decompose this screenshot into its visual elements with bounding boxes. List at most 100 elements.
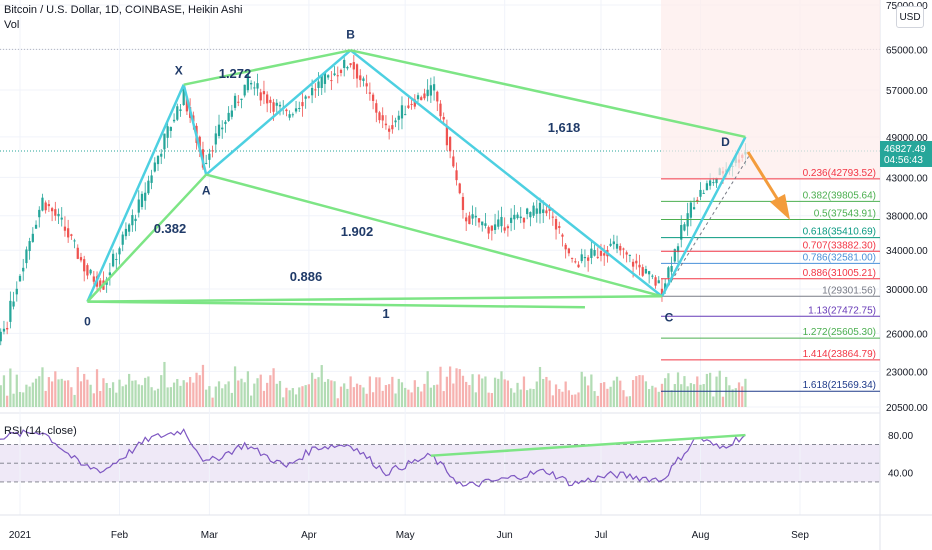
volume-bar: [310, 372, 314, 407]
candle-body: [266, 94, 269, 104]
candle-body: [664, 283, 667, 291]
leg-c-d: [660, 136, 747, 297]
volume-bar: [323, 381, 327, 407]
volume-layer: [0, 361, 747, 407]
candle-body: [596, 256, 599, 258]
volume-bar: [102, 378, 105, 407]
candle-body: [18, 275, 22, 282]
volume-bar: [176, 378, 179, 407]
volume-bar: [670, 390, 673, 407]
volume-bar: [439, 366, 442, 407]
candle-body: [493, 224, 497, 231]
volume-bar: [654, 387, 657, 407]
volume-bar: [455, 368, 458, 407]
volume-bar: [744, 378, 747, 407]
candle-body: [336, 75, 339, 77]
currency-button[interactable]: USD: [896, 6, 924, 28]
volume-bar: [172, 382, 176, 407]
candle-body: [378, 112, 381, 121]
candle-body: [2, 328, 6, 332]
volume-bar: [137, 384, 140, 407]
candle-body: [680, 225, 683, 240]
fib-level-label: 0.236(42793.52): [803, 168, 876, 179]
volume-bar: [397, 378, 400, 407]
volume-bar: [83, 373, 86, 407]
volume-bar: [561, 391, 564, 407]
candle-body: [429, 85, 432, 96]
volume-bar: [445, 376, 449, 407]
candle-body: [221, 127, 224, 130]
candle-body: [683, 224, 686, 231]
time-tick-label: May: [396, 530, 415, 541]
candle-body: [208, 153, 211, 160]
volume-bar: [291, 388, 294, 407]
candle-body: [660, 288, 664, 297]
volume-bar: [169, 387, 172, 407]
leg-x-a: [182, 84, 208, 175]
candle-body: [583, 256, 587, 259]
volume-bar: [15, 374, 18, 407]
volume-bar: [195, 372, 198, 407]
volume-bar: [436, 384, 439, 407]
volume-bar: [426, 371, 429, 407]
candle-body: [317, 81, 320, 88]
candle-body: [506, 226, 510, 229]
volume-bar: [124, 384, 128, 407]
candle-body: [227, 112, 230, 121]
candle-body: [134, 218, 137, 222]
candle-body: [542, 209, 545, 214]
volume-bar: [240, 378, 243, 407]
volume-bar: [378, 377, 381, 407]
volume-bar: [567, 390, 571, 407]
fib-level-label: 1.618(21569.34): [803, 380, 876, 391]
candle-body: [587, 257, 590, 261]
candle-body: [619, 245, 622, 251]
candle-body: [73, 240, 76, 242]
price-tick-label: 23000.00: [886, 367, 928, 378]
volume-bar: [352, 387, 355, 407]
volume-bar: [262, 390, 266, 407]
candle-body: [38, 209, 41, 218]
candle-body: [715, 177, 718, 184]
volume-bar: [503, 379, 506, 407]
candle-body: [612, 241, 615, 245]
volume-bar: [484, 376, 487, 407]
volume-bar: [596, 395, 599, 407]
candle-body: [481, 221, 484, 226]
volume-bar: [237, 380, 240, 407]
candle-body: [237, 101, 240, 103]
candle-body: [172, 119, 176, 122]
candle-body: [349, 63, 352, 66]
candle-body: [124, 228, 128, 237]
fib-level-label: 0.382(39805.64): [803, 190, 876, 201]
ratio-label: 0.382: [154, 221, 187, 236]
candle-body: [314, 89, 317, 91]
candle-body: [50, 208, 54, 212]
candle-body: [185, 96, 189, 112]
candle-body: [365, 83, 368, 87]
candle-body: [709, 180, 712, 186]
volume-bar: [471, 374, 474, 407]
volume-bar: [599, 383, 603, 407]
candle-body: [519, 216, 522, 219]
candle-body: [323, 72, 327, 84]
volume-bar: [221, 388, 224, 407]
time-tick-label: Apr: [301, 530, 317, 541]
price-badge-countdown: 04:56:43: [884, 155, 923, 166]
volume-bar: [314, 378, 317, 407]
volume-bar: [619, 380, 622, 407]
candle-body: [503, 227, 506, 231]
candle-body: [635, 260, 638, 264]
volume-bar: [298, 387, 301, 407]
volume-bar: [635, 376, 638, 407]
volume-bar: [179, 385, 182, 407]
volume-bar: [336, 398, 339, 407]
candle-body: [622, 248, 625, 250]
candle-body: [256, 83, 259, 89]
candle-body: [79, 257, 83, 261]
volume-bar: [715, 376, 718, 407]
candle-body: [70, 234, 73, 236]
volume-bar: [294, 394, 298, 407]
volume-bar: [737, 382, 741, 407]
